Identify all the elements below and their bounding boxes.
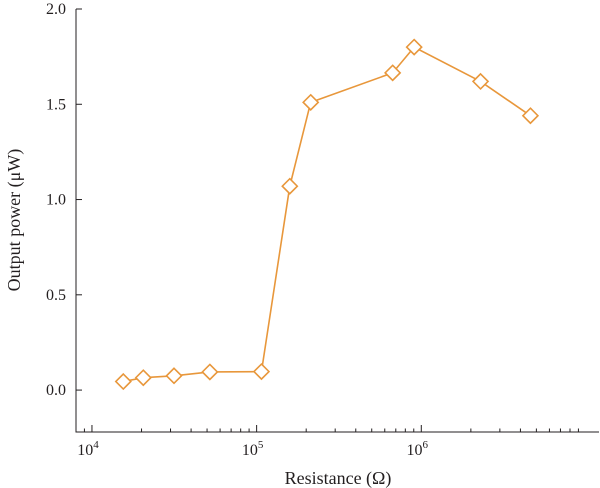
y-tick-label: 2.0 <box>46 1 66 18</box>
y-tick-label: 1.0 <box>46 192 66 209</box>
x-tick-exponent: 6 <box>423 439 429 451</box>
x-axis-label: Resistance (Ω) <box>285 468 392 488</box>
x-tick-base: 10 <box>242 442 258 459</box>
data-point-diamond <box>302 93 320 111</box>
data-point-diamond <box>165 367 183 385</box>
data-point-diamond <box>405 38 423 56</box>
y-axis-ticks: 0.0 0.5 1.0 1.5 2.0 <box>46 1 82 399</box>
data-point-diamond <box>384 64 402 82</box>
x-tick-exponent: 5 <box>258 439 264 451</box>
y-tick-label: 1.5 <box>46 96 66 113</box>
axes-frame <box>75 9 599 433</box>
data-point-diamond <box>521 107 540 125</box>
y-tick-label: 0.5 <box>46 287 66 304</box>
data-point-diamond <box>471 72 490 91</box>
x-tick-label: 104 <box>77 439 99 459</box>
x-tick-base: 10 <box>77 442 93 459</box>
data-point-diamond <box>114 372 132 391</box>
x-tick-label: 105 <box>242 439 264 459</box>
data-point-diamond <box>281 177 299 195</box>
series-group <box>114 38 540 391</box>
x-axis-ticks: 104 105 106 <box>77 425 579 459</box>
data-point-diamond <box>252 362 271 381</box>
data-point-diamond <box>201 363 219 381</box>
data-point-diamond <box>134 369 152 387</box>
y-axis-label: Output power (μW) <box>4 149 25 292</box>
plot-area <box>75 9 599 433</box>
x-tick-label: 106 <box>407 439 429 459</box>
x-tick-exponent: 4 <box>93 439 99 451</box>
x-tick-base: 10 <box>407 442 423 459</box>
series-line <box>123 46 531 383</box>
y-tick-label: 0.0 <box>46 382 66 399</box>
